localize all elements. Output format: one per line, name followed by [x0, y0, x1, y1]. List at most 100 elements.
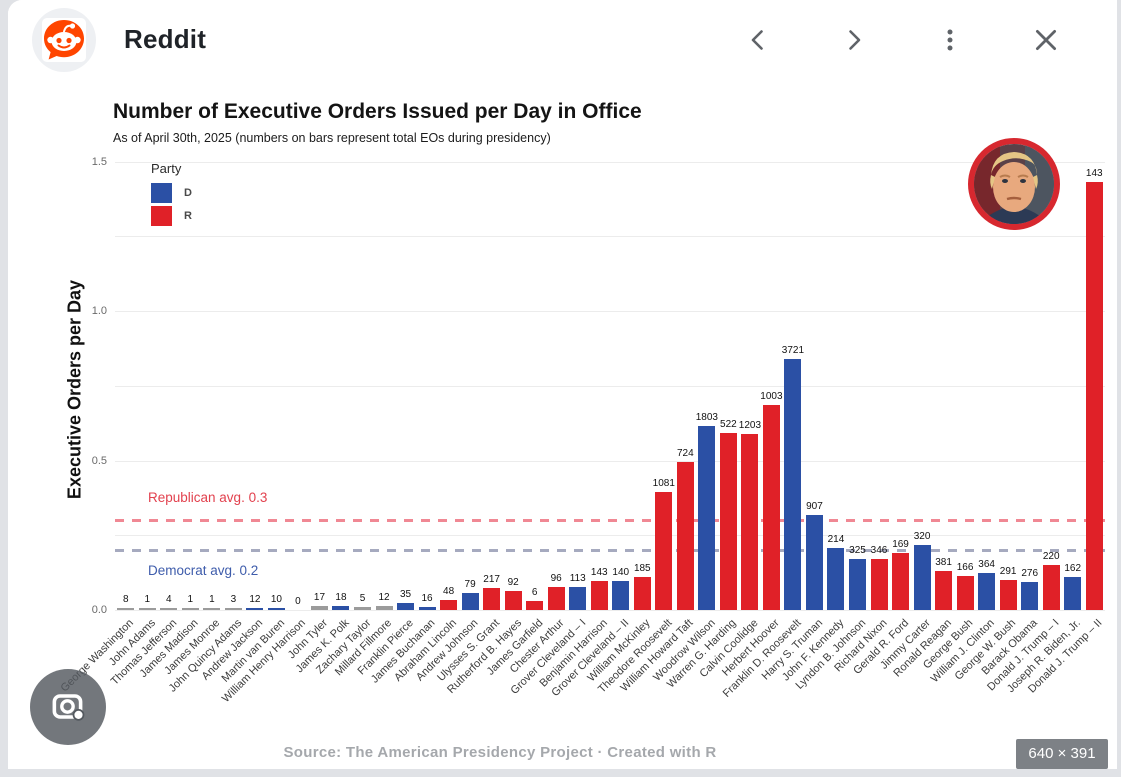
kebab-menu-icon: [947, 29, 953, 51]
chart-bar: [354, 607, 371, 610]
preview-header: Reddit: [8, 0, 1117, 80]
bar-value-label: 48: [443, 586, 455, 597]
chart-bar: [935, 571, 953, 610]
chart-subtitle: As of April 30th, 2025 (numbers on bars …: [113, 131, 551, 145]
average-line-label: Democrat avg. 0.2: [148, 563, 259, 579]
bar-value-label: 18: [335, 592, 347, 603]
chart-bar: [397, 603, 415, 610]
bar-value-label: 522: [720, 419, 737, 430]
bar-value-label: 140: [612, 567, 630, 578]
y-axis-tick-label: 1.0: [91, 305, 107, 317]
bar-value-label: 381: [935, 557, 952, 568]
bar-value-label: 325: [849, 545, 866, 556]
more-actions-button[interactable]: [902, 0, 998, 80]
average-line-label: Republican avg. 0.3: [148, 490, 268, 506]
bar-value-label: 220: [1042, 551, 1060, 562]
bar-value-label: 16: [421, 593, 433, 604]
gridline: [115, 236, 1105, 238]
bar-value-label: 169: [892, 539, 909, 550]
gridline: [115, 610, 1105, 611]
preview-image[interactable]: Number of Executive Orders Issued per Da…: [8, 80, 1117, 769]
bar-value-label: 8: [122, 594, 129, 605]
chart-bar: [1021, 582, 1039, 610]
chart-bar: [784, 359, 802, 610]
chart-bar: [160, 608, 178, 610]
chart-bar: [849, 559, 866, 610]
chart-bar: [698, 426, 716, 610]
chart-source-caption: Source: The American Presidency Project …: [283, 744, 717, 761]
gridline: [115, 460, 1105, 462]
chart-bar: [440, 600, 458, 610]
chart-bar: [375, 606, 393, 610]
search-inside-image-button[interactable]: [30, 669, 106, 745]
chevron-left-icon: [751, 30, 763, 50]
bar-value-label: 3: [230, 594, 237, 605]
bar-value-label: 113: [569, 573, 586, 584]
chart-bar: [892, 553, 910, 610]
bar-value-label: 1003: [760, 391, 783, 402]
reddit-logo-icon: [42, 18, 86, 62]
bar-value-label: 10: [270, 594, 282, 605]
chart-bar: [978, 573, 996, 610]
chart-bar: [547, 587, 565, 610]
average-reference-line: [115, 519, 1105, 523]
bar-value-label: 4: [166, 594, 172, 605]
chart-bar: [956, 576, 974, 610]
bar-value-label: 3721: [781, 345, 805, 356]
bar-value-label: 276: [1021, 568, 1039, 579]
bar-value-label: 143: [590, 567, 608, 578]
trump-portrait-avatar: [968, 138, 1060, 230]
chart-bar: [569, 587, 587, 610]
bar-value-label: 92: [507, 577, 519, 588]
next-image-button[interactable]: [806, 0, 902, 80]
image-preview-panel: Reddit Number of Executive Orders Issued…: [8, 0, 1117, 769]
bar-value-label: 12: [249, 594, 261, 605]
chart-bar: [310, 606, 328, 610]
chart-bar: [655, 492, 673, 610]
chart-bar: [418, 607, 436, 610]
chart-bar: [138, 608, 156, 610]
bar-value-label: 1203: [738, 420, 762, 431]
bar-value-label: 1: [187, 594, 194, 605]
legend-swatch-D: [151, 183, 172, 203]
bar-value-label: 1: [209, 594, 215, 605]
bar-value-label: 17: [313, 592, 326, 603]
bar-value-label: 166: [956, 562, 974, 573]
chart-bar: [633, 577, 651, 610]
bar-value-label: 79: [464, 579, 476, 590]
chart-bar: [181, 608, 199, 610]
chart-bar: [483, 588, 501, 610]
chart-bar: [504, 591, 522, 610]
gridline: [115, 161, 1105, 163]
bar-value-label: 217: [483, 574, 500, 585]
bar-value-label: 1803: [695, 412, 718, 423]
chart-bar: [1042, 565, 1060, 610]
chart-bar: [332, 606, 350, 610]
bar-value-label: 96: [550, 573, 562, 584]
site-title[interactable]: Reddit: [124, 24, 207, 54]
chart-bar: [870, 559, 888, 610]
chart-bar: [1085, 182, 1103, 610]
gridline: [115, 311, 1105, 312]
legend-swatch-R: [151, 206, 172, 226]
bar-value-label: 0: [295, 596, 301, 607]
bar-value-label: 185: [633, 563, 651, 574]
chevron-right-icon: [849, 30, 861, 50]
close-button[interactable]: [998, 0, 1094, 80]
bar-value-label: 724: [676, 448, 694, 459]
bar-value-label: 1081: [652, 478, 675, 489]
y-axis-title: Executive Orders per Day: [64, 279, 85, 500]
chart-bar: [913, 545, 931, 610]
chart-bar: [117, 608, 135, 610]
reddit-favicon[interactable]: [32, 8, 96, 72]
bar-value-label: 364: [978, 559, 995, 570]
y-axis-tick-label: 0.0: [91, 604, 107, 616]
image-dimensions-badge: 640 × 391: [1016, 739, 1108, 769]
bar-value-label: 320: [913, 531, 931, 542]
chart-bar: [246, 608, 264, 610]
chart-bar: [762, 405, 780, 610]
gridline: [115, 385, 1105, 387]
header-nav: [710, 0, 1094, 80]
gridline: [115, 535, 1105, 537]
previous-image-button[interactable]: [710, 0, 806, 80]
